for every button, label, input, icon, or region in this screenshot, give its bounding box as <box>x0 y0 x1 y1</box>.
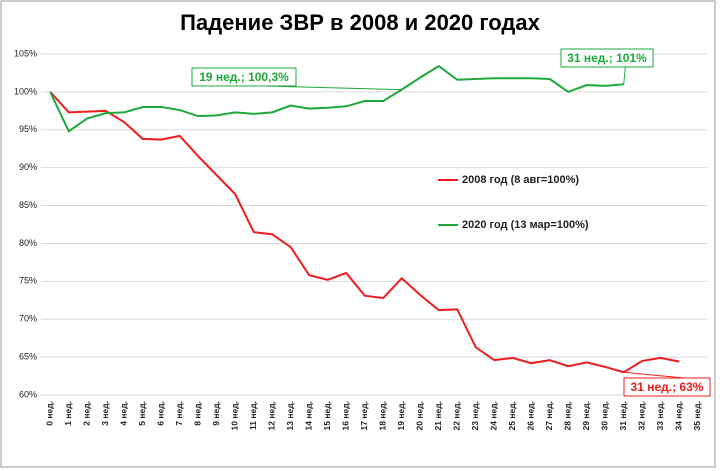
annotation-box <box>560 48 654 68</box>
y-tick-label: 75% <box>19 276 37 286</box>
x-tick-label: 13 нед. <box>285 401 295 430</box>
annotation-box <box>623 377 711 397</box>
x-tick-label: 4 нед. <box>119 401 129 426</box>
x-tick-label: 2 нед. <box>82 401 92 426</box>
x-tick-label: 29 нед. <box>581 401 591 430</box>
legend-label: 2020 год (13 мар=100%) <box>462 219 589 231</box>
y-tick-label: 70% <box>19 314 37 324</box>
x-tick-label: 33 нед. <box>655 401 665 430</box>
x-tick-label: 11 нед. <box>248 401 258 430</box>
x-tick-label: 14 нед. <box>304 401 314 430</box>
x-tick-label: 22 нед. <box>452 401 462 430</box>
x-tick-label: 18 нед. <box>378 401 388 430</box>
annotation-box <box>191 67 297 87</box>
x-tick-label: 34 нед. <box>674 401 684 430</box>
x-tick-label: 23 нед. <box>470 401 480 430</box>
x-tick-label: 6 нед. <box>156 401 166 426</box>
x-tick-label: 27 нед. <box>544 401 554 430</box>
annotation-leader <box>264 85 402 91</box>
y-tick-label: 65% <box>19 351 37 361</box>
x-tick-label: 31 нед. <box>618 401 628 430</box>
x-tick-label: 1 нед. <box>63 401 73 426</box>
y-tick-label: 100% <box>14 86 37 96</box>
x-tick-label: 9 нед. <box>211 401 221 426</box>
x-tick-label: 5 нед. <box>137 401 147 426</box>
y-tick-label: 60% <box>19 389 37 399</box>
x-tick-label: 3 нед. <box>100 401 110 426</box>
y-tick-label: 95% <box>19 124 37 134</box>
y-tick-label: 90% <box>19 162 37 172</box>
chart-title: Падение ЗВР в 2008 и 2020 годах <box>180 10 540 35</box>
x-tick-label: 7 нед. <box>174 401 184 426</box>
y-tick-label: 80% <box>19 238 37 248</box>
series-line <box>49 64 624 133</box>
x-tick-label: 32 нед. <box>637 401 647 430</box>
x-tick-label: 12 нед. <box>267 401 277 430</box>
x-tick-label: 25 нед. <box>507 401 517 430</box>
annotation: 19 нед.; 100,3% <box>199 70 289 84</box>
x-tick-label: 28 нед. <box>563 401 573 430</box>
x-tick-label: 24 нед. <box>489 401 499 430</box>
y-tick-label: 105% <box>14 48 37 58</box>
annotation: 31 нед.; 63% <box>631 380 704 394</box>
x-tick-label: 15 нед. <box>322 401 332 430</box>
x-tick-label: 19 нед. <box>396 401 406 430</box>
annotation: 31 нед.; 101% <box>567 51 647 65</box>
x-tick-label: 21 нед. <box>433 401 443 430</box>
x-tick-label: 20 нед. <box>415 401 425 430</box>
annotation-leader <box>623 66 626 85</box>
x-tick-label: 17 нед. <box>359 401 369 430</box>
x-tick-label: 26 нед. <box>526 401 536 430</box>
x-tick-label: 0 нед. <box>45 401 55 426</box>
x-tick-label: 8 нед. <box>193 401 203 426</box>
annotation-leader <box>623 371 685 379</box>
x-tick-label: 16 нед. <box>341 401 351 430</box>
legend-label: 2008 год (8 авг=100%) <box>462 174 579 186</box>
x-tick-label: 30 нед. <box>600 401 610 430</box>
series-line <box>49 91 680 374</box>
x-tick-label: 10 нед. <box>230 401 240 430</box>
y-tick-label: 85% <box>19 200 37 210</box>
x-tick-label: 35 нед. <box>692 401 702 430</box>
